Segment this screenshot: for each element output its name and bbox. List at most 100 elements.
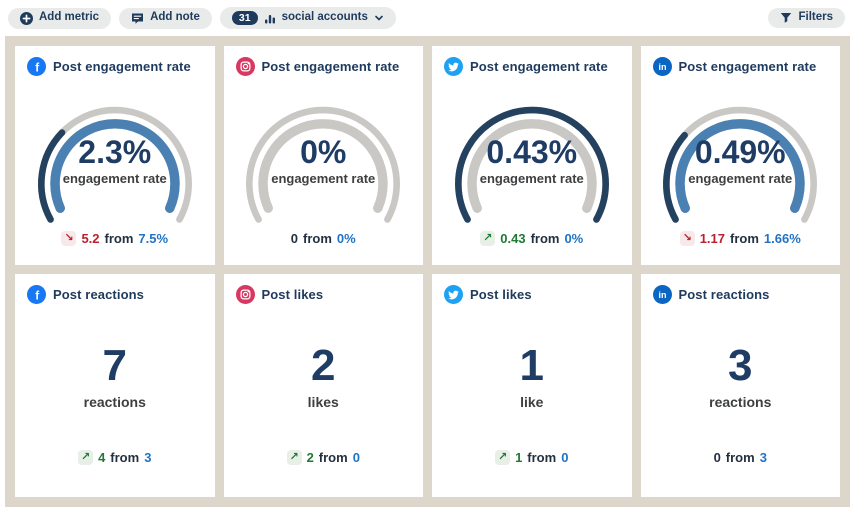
card-header: Post likes: [235, 284, 412, 304]
metric-number: 7 reactions: [27, 341, 203, 411]
previous-value-link[interactable]: 3: [144, 450, 152, 465]
previous-value-link[interactable]: 7.5%: [138, 231, 169, 246]
card-title: Post likes: [261, 286, 324, 302]
trend-arrow-icon: ↘: [61, 231, 77, 246]
delta-change: 4: [98, 450, 106, 465]
metric-card-twitter-engagement: Post engagement rate 0.43% engagement ra…: [432, 46, 632, 265]
card-header: f Post reactions: [27, 284, 203, 304]
note-icon: [131, 12, 144, 25]
metrics-grid: f Post engagement rate 2.3% engagement r…: [5, 36, 850, 507]
comparison-delta: ↘ 1.17 from 1.66%: [653, 231, 829, 246]
chevron-down-icon: [374, 13, 384, 23]
accounts-count-badge: 31: [231, 10, 258, 26]
metric-value-label: likes: [307, 394, 339, 410]
metric-number: 1 like: [444, 341, 620, 411]
gauge-chart: 0% engagement rate: [236, 78, 412, 231]
from-label: from: [527, 450, 557, 465]
delta-change: 0: [713, 450, 721, 465]
linkedin-icon: in: [652, 284, 672, 304]
card-title: Post engagement rate: [678, 58, 817, 74]
add-note-button[interactable]: Add note: [119, 7, 212, 29]
metric-number: 3 reactions: [653, 341, 829, 411]
facebook-icon: f: [27, 56, 46, 76]
card-header: in Post engagement rate: [652, 56, 829, 76]
metric-card-instagram-engagement: Post engagement rate 0% engagement rate …: [223, 46, 423, 265]
from-label: from: [530, 231, 560, 246]
previous-value-link[interactable]: 1.66%: [763, 231, 801, 246]
card-header: in Post reactions: [652, 284, 829, 304]
svg-text:in: in: [658, 290, 666, 300]
social-accounts-label: social accounts: [281, 11, 368, 24]
previous-value-link[interactable]: 3: [759, 450, 767, 465]
metric-value-label: like: [520, 394, 544, 410]
add-metric-button[interactable]: Add metric: [8, 7, 112, 29]
comparison-delta: 0 from 0%: [236, 231, 412, 246]
gauge-arcs: [37, 106, 192, 223]
comparison-delta: ↗ 2 from 0: [236, 450, 412, 465]
comparison-delta: 0 from 3: [653, 450, 829, 465]
filters-label: Filters: [798, 11, 833, 24]
card-header: Post engagement rate: [444, 56, 620, 76]
bar-chart-icon: [264, 12, 276, 24]
gauge-chart: 2.3% engagement rate: [27, 78, 203, 231]
delta-change: 1: [515, 450, 523, 465]
facebook-icon: f: [27, 284, 46, 304]
twitter-icon: [444, 56, 463, 76]
metric-card-linkedin-reactions: in Post reactions 3 reactions 0 from 3: [640, 274, 840, 497]
from-label: from: [730, 231, 759, 246]
trend-arrow-icon: ↗: [495, 450, 511, 465]
from-label: from: [318, 450, 348, 465]
card-title: Post engagement rate: [53, 58, 191, 74]
gauge-arcs: [663, 106, 818, 223]
delta-change: 0: [290, 231, 299, 246]
filters-button[interactable]: Filters: [768, 8, 845, 28]
trend-arrow-icon: ↗: [480, 231, 496, 246]
metric-value: 2: [311, 341, 336, 390]
comparison-delta: ↗ 1 from 0: [444, 450, 620, 465]
svg-text:in: in: [658, 62, 666, 72]
metric-card-facebook-reactions: f Post reactions 7 reactions ↗ 4 from 3: [15, 274, 215, 497]
delta-change: 1.17: [699, 231, 726, 246]
metric-value-label: reactions: [83, 394, 146, 410]
plus-circle-icon: [20, 11, 33, 25]
previous-value-link[interactable]: 0: [561, 450, 569, 465]
metric-value: 3: [728, 341, 753, 390]
metric-card-instagram-likes: Post likes 2 likes ↗ 2 from 0: [223, 274, 423, 497]
metric-value-label: reactions: [709, 394, 772, 410]
comparison-delta: ↘ 5.2 from 7.5%: [27, 231, 203, 246]
gauge-chart: 0.43% engagement rate: [444, 78, 620, 231]
gauge-chart: 0.49% engagement rate: [653, 78, 829, 231]
comparison-delta: ↗ 4 from 3: [27, 450, 203, 465]
comparison-delta: ↗ 0.43 from 0%: [444, 231, 620, 246]
metric-value: 1: [519, 341, 544, 390]
metric-value: 7: [102, 341, 127, 390]
linkedin-icon: in: [652, 56, 672, 76]
previous-value-link[interactable]: 0%: [336, 231, 356, 246]
card-title: Post engagement rate: [261, 58, 400, 74]
trend-arrow-icon: ↘: [679, 231, 695, 246]
previous-value-link[interactable]: 0%: [564, 231, 584, 246]
trend-arrow-icon: ↗: [78, 450, 94, 465]
card-header: Post engagement rate: [235, 56, 412, 76]
previous-value-link[interactable]: 0: [352, 450, 360, 465]
from-label: from: [303, 231, 332, 246]
funnel-icon: [780, 12, 792, 24]
social-accounts-dropdown[interactable]: 31 social accounts: [219, 6, 396, 30]
from-label: from: [104, 231, 134, 246]
from-label: from: [725, 450, 755, 465]
twitter-icon: [444, 284, 463, 304]
add-metric-label: Add metric: [39, 11, 100, 24]
metric-number: 2 likes: [236, 341, 412, 411]
delta-change: 2: [306, 450, 314, 465]
instagram-icon: [235, 56, 255, 76]
card-title: Post reactions: [53, 286, 144, 302]
gauge-arcs: [454, 106, 609, 223]
svg-text:f: f: [35, 288, 39, 302]
card-title: Post engagement rate: [470, 58, 608, 74]
metric-card-twitter-likes: Post likes 1 like ↗ 1 from 0: [432, 274, 632, 497]
instagram-icon: [235, 284, 255, 304]
card-title: Post reactions: [678, 286, 770, 302]
delta-change: 5.2: [81, 231, 100, 246]
trend-arrow-icon: ↗: [286, 450, 302, 465]
delta-change: 0.43: [500, 231, 526, 246]
